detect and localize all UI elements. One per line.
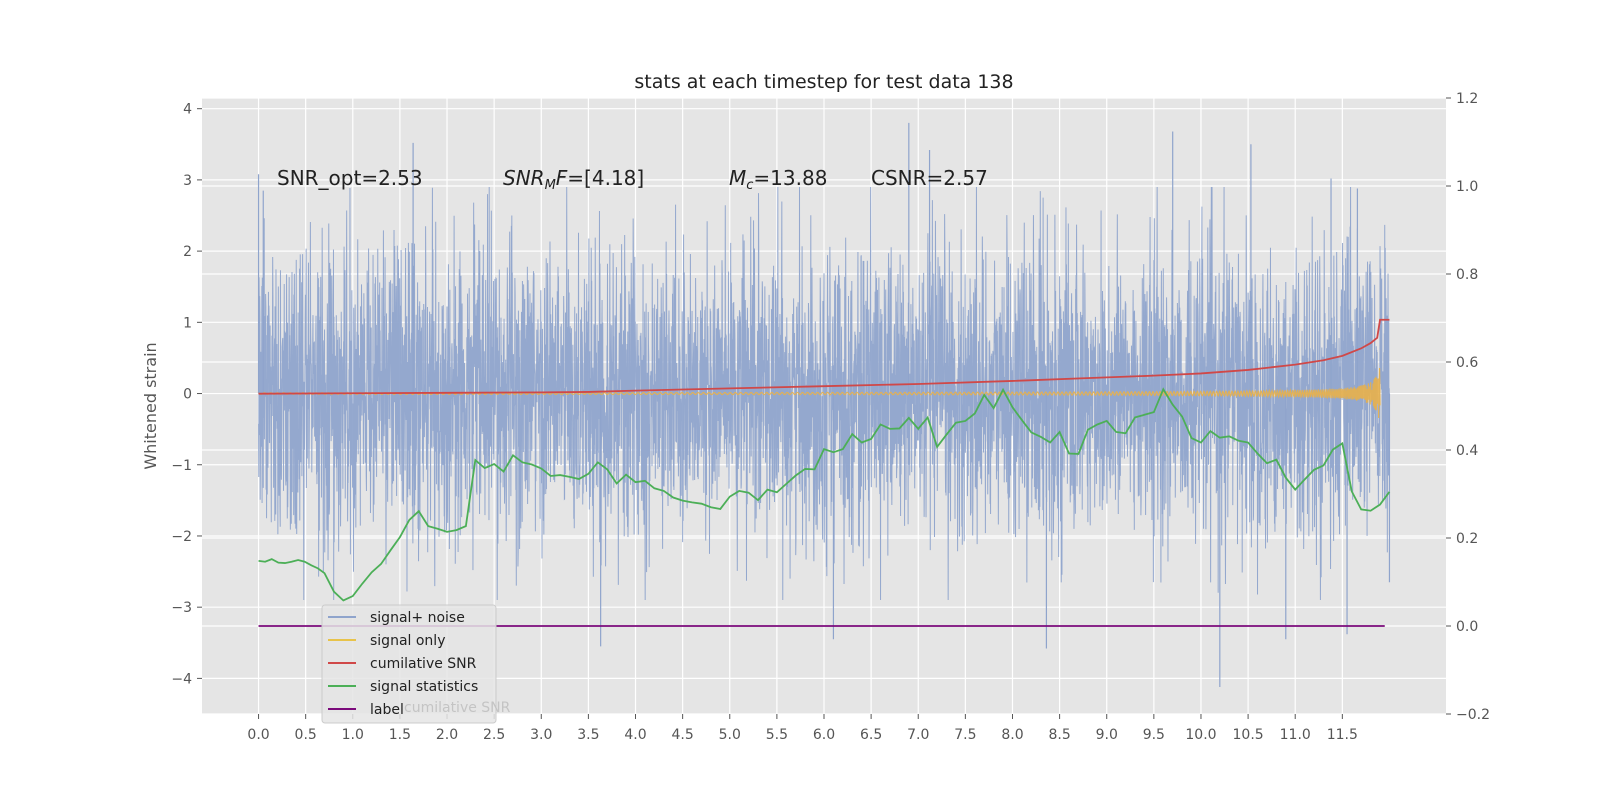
y2-tick-label: 0.6 <box>1456 355 1478 371</box>
x-tick-label: 5.5 <box>766 727 788 743</box>
y-tick-label: −1 <box>171 458 192 474</box>
series-cumilative-snr-line <box>258 318 1390 395</box>
y-tick-label: 4 <box>183 102 192 118</box>
y-tick-label: 0 <box>183 387 192 403</box>
y2-tick-label: 0.8 <box>1456 267 1478 283</box>
annotation-snr-mf: SNRMF=[4.18] <box>503 166 644 193</box>
legend-entry-signal-noise: signal+ noise <box>370 610 465 626</box>
y-tick-label: −2 <box>171 529 192 545</box>
y-tick-label: −4 <box>171 671 192 687</box>
y-tick-label: 3 <box>183 173 192 189</box>
x-tick-label: 2.5 <box>483 727 505 743</box>
x-tick-label: 0.0 <box>247 727 269 743</box>
chart-title: stats at each timestep for test data 138 <box>634 71 1013 93</box>
y2-tick-label: −0.2 <box>1456 707 1490 723</box>
legend-entry-signal-only: signal only <box>370 633 445 649</box>
y2-tick-label: 1.0 <box>1456 179 1478 195</box>
y-tick-label: 1 <box>183 315 192 331</box>
x-tick-label: 6.0 <box>813 727 835 743</box>
y2-tick-label: 1.2 <box>1456 91 1478 107</box>
y2-tick-label: 0.0 <box>1456 619 1478 635</box>
x-tick-label: 10.0 <box>1185 727 1216 743</box>
x-tick-label: 7.0 <box>907 727 929 743</box>
legend: cumilative SNR signal+ noise signal only… <box>321 604 511 724</box>
x-tick-label: 9.5 <box>1143 727 1165 743</box>
x-tick-label: 7.5 <box>954 727 976 743</box>
x-tick-label: 5.0 <box>719 727 741 743</box>
y2-tick-label: 0.4 <box>1456 443 1478 459</box>
x-tick-label: 8.0 <box>1001 727 1023 743</box>
annotation-csnr-text: CSNR=2.57 <box>871 166 988 190</box>
y-tick-label: 2 <box>183 244 192 260</box>
legend-box <box>321 604 497 724</box>
series-signal-statistics-line <box>258 387 1391 602</box>
x-tick-label: 11.5 <box>1327 727 1358 743</box>
x-tick-label: 4.0 <box>624 727 646 743</box>
legend-entry-cumilative-snr: cumilative SNR <box>370 656 477 672</box>
series-group <box>257 122 1391 687</box>
y-axis-label: Whitened strain <box>141 342 160 469</box>
x-tick-label: 4.5 <box>672 727 694 743</box>
y2-tick-label: 0.2 <box>1456 531 1478 547</box>
annotation-snr-opt-text: SNR_opt=2.53 <box>277 166 423 190</box>
legend-ghost-text: cumilative SNR <box>404 700 511 716</box>
y-tick-label: −3 <box>171 600 192 616</box>
x-tick-label: 2.0 <box>436 727 458 743</box>
x-tick-label: 1.0 <box>342 727 364 743</box>
legend-entry-signal-statistics: signal statistics <box>370 679 478 695</box>
x-tick-label: 11.0 <box>1280 727 1311 743</box>
x-tick-label: 8.5 <box>1048 727 1070 743</box>
x-tick-label: 10.5 <box>1233 727 1264 743</box>
axis-ticks: 0.0 0.5 1.0 1.5 2.0 2.5 3.0 3.5 4.0 4.5 5.0 5.5 6.0 6… <box>171 91 1490 743</box>
x-tick-label: 6.5 <box>860 727 882 743</box>
annotation-chirp-mass: Mc=13.88 <box>729 166 827 193</box>
x-tick-label: 0.5 <box>295 727 317 743</box>
x-tick-label: 1.5 <box>389 727 411 743</box>
legend-entry-label: label <box>370 702 404 718</box>
annotation-snr-opt: SNR_opt=2.53 <box>277 166 423 190</box>
x-tick-label: 3.5 <box>577 727 599 743</box>
annotation-csnr: CSNR=2.57 <box>871 166 988 190</box>
x-tick-label: 3.0 <box>530 727 552 743</box>
series-signal-noise-line <box>258 187 1390 601</box>
x-tick-label: 9.0 <box>1096 727 1118 743</box>
